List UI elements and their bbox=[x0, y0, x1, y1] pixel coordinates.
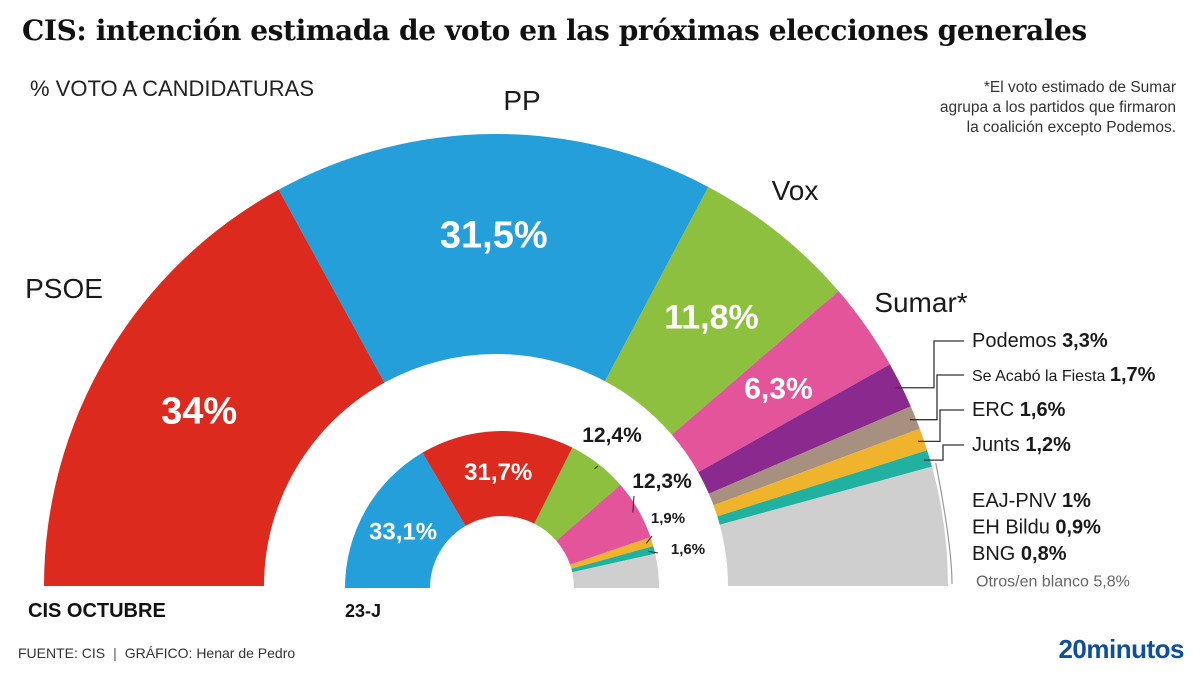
elections-23j-slice-otros bbox=[572, 553, 659, 588]
cis-slice-pp bbox=[278, 133, 709, 383]
others-value: 0,8% bbox=[1021, 543, 1067, 565]
value-label-23j-vox: 12,4% bbox=[582, 424, 642, 447]
logo-number: 20 bbox=[1058, 634, 1087, 664]
note-line: la coalición excepto Podemos. bbox=[966, 119, 1176, 136]
cis-slice-otros bbox=[719, 466, 948, 586]
leader-line-salf bbox=[909, 374, 964, 421]
others-value: 5,8% bbox=[1093, 574, 1129, 591]
others-item-bng: BNG 0,8% bbox=[972, 543, 1067, 565]
elections-23j-slice-junts bbox=[571, 546, 656, 573]
chart-label-23j: 23-J bbox=[345, 601, 381, 621]
others-name: EH Bildu bbox=[972, 517, 1055, 539]
elections-23j-slice-psoe bbox=[422, 430, 573, 526]
logo-text: minutos bbox=[1086, 634, 1184, 664]
cis-slice-vox bbox=[604, 186, 839, 435]
small-party-label: ERC 1,6% bbox=[972, 399, 1066, 421]
small-party-label: Podemos 3,3% bbox=[972, 330, 1108, 352]
others-item-eh-bildu: EH Bildu 0,9% bbox=[972, 517, 1101, 539]
others-item-otros-en-blanco: Otros/en blanco 5,8% bbox=[976, 574, 1130, 591]
credit-text: GRÁFICO: Henar de Pedro bbox=[124, 645, 296, 661]
cis-slice-salf bbox=[708, 406, 920, 506]
others-name: BNG bbox=[972, 543, 1021, 565]
chart-label-cis-octubre: CIS OCTUBRE bbox=[28, 600, 166, 622]
elections-23j-slice-erc bbox=[570, 537, 654, 569]
party-name: Junts bbox=[972, 434, 1025, 456]
others-value: 1% bbox=[1062, 490, 1091, 512]
party-name: Podemos bbox=[972, 330, 1062, 352]
20minutos-logo: 20minutos bbox=[1058, 634, 1184, 665]
cis-slice-erc bbox=[713, 428, 928, 517]
party-value: 1,7% bbox=[1110, 364, 1156, 386]
chart-title: CIS: intención estimada de voto en las p… bbox=[22, 14, 1087, 47]
party-value: 3,3% bbox=[1062, 330, 1108, 352]
others-value: 0,9% bbox=[1055, 517, 1101, 539]
cis-slice-sumar bbox=[671, 291, 890, 473]
value-label-23j-pp: 33,1% bbox=[369, 518, 437, 545]
leader-line-junts bbox=[923, 444, 964, 461]
cis-slice-junts bbox=[717, 450, 932, 525]
small-party-label: Se Acabó la Fiesta 1,7% bbox=[972, 364, 1156, 386]
note-line: *El voto estimado de Sumar bbox=[983, 79, 1176, 96]
chart-subtitle: % VOTO A CANDIDATURAS bbox=[30, 76, 315, 101]
value-label-23j-psoe: 31,7% bbox=[464, 459, 532, 486]
elections-23j-slice-sumar bbox=[556, 484, 651, 565]
party-value: 1,2% bbox=[1025, 434, 1071, 456]
sumar-footnote: *El voto estimado de Sumar agrupa a los … bbox=[836, 78, 1176, 138]
leader-line-erc bbox=[917, 409, 964, 443]
value-label-psoe: 34% bbox=[161, 391, 237, 433]
others-name: EAJ-PNV bbox=[972, 490, 1062, 512]
value-label-23j-sumar: 12,3% bbox=[632, 470, 692, 493]
value-label-sumar: 6,3% bbox=[744, 372, 812, 405]
footer-source: FUENTE: CIS | GRÁFICO: Henar de Pedro bbox=[18, 645, 295, 661]
party-name: ERC bbox=[972, 399, 1020, 421]
leader-line-23j-junts bbox=[648, 550, 659, 554]
party-label-pp: PP bbox=[503, 85, 540, 116]
value-label-vox: 11,8% bbox=[664, 298, 759, 336]
cis-slice-podemos bbox=[698, 364, 911, 494]
leader-line-23j-vox bbox=[594, 465, 599, 470]
others-bracket bbox=[935, 462, 953, 585]
leader-line-23j-erc bbox=[645, 535, 653, 544]
value-label-23j-erc: 1,9% bbox=[651, 510, 685, 527]
leader-line-podemos bbox=[895, 340, 964, 389]
party-label-vox: Vox bbox=[772, 175, 819, 206]
small-party-label: Junts 1,2% bbox=[972, 434, 1071, 456]
others-name: Otros/en blanco bbox=[976, 574, 1093, 591]
note-line: agrupa a los partidos que firmaron bbox=[939, 99, 1176, 116]
party-label-psoe: PSOE bbox=[25, 273, 103, 304]
leader-line-23j-sumar bbox=[632, 495, 635, 513]
footer-separator: | bbox=[113, 645, 117, 661]
value-label-23j-junts: 1,6% bbox=[671, 541, 705, 558]
source-text: FUENTE: CIS bbox=[18, 645, 106, 661]
party-name: Se Acabó la Fiesta bbox=[972, 368, 1110, 385]
others-item-eaj-pnv: EAJ-PNV 1% bbox=[972, 490, 1091, 512]
party-label-sumar: Sumar* bbox=[874, 287, 967, 318]
elections-23j-slice-vox bbox=[534, 447, 621, 541]
value-label-pp: 31,5% bbox=[440, 214, 548, 256]
cis-slice-psoe bbox=[44, 189, 385, 586]
party-value: 1,6% bbox=[1020, 399, 1066, 421]
elections-23j-slice-pp bbox=[345, 452, 466, 588]
